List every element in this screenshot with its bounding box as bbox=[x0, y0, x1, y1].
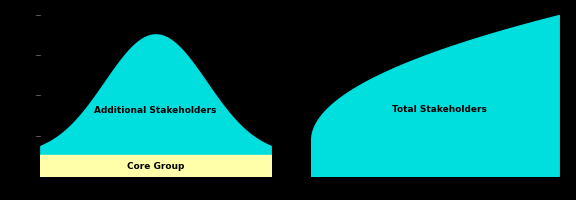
Text: Core Group: Core Group bbox=[127, 161, 184, 170]
Text: Total Stakeholders: Total Stakeholders bbox=[392, 104, 487, 113]
Text: Additional Stakeholders: Additional Stakeholders bbox=[94, 105, 217, 114]
